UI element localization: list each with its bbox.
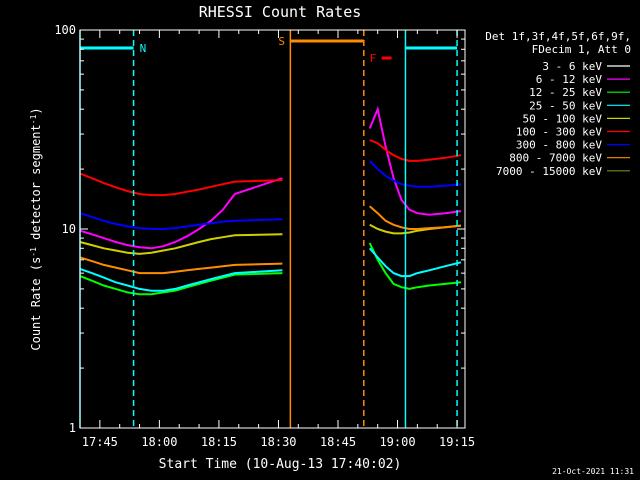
night-label: N (140, 42, 147, 55)
legend-label-0: 3 - 6 keV (542, 60, 602, 73)
y-tick-label: 100 (54, 23, 76, 37)
y-axis-label-part3: ) (29, 107, 43, 114)
y-axis-label-sup1: -1 (29, 247, 38, 257)
y-axis: 1 10 100 (54, 23, 465, 435)
legend-label-7: 800 - 7000 keV (509, 152, 602, 165)
y-axis-label-part1: Count Rate (s (29, 257, 43, 351)
legend-header-line2: FDecim 1, Att 0 (532, 43, 631, 56)
x-axis-label: Start Time (10-Aug-13 17:40:02) (159, 457, 402, 472)
annotation-layer: N S F (79, 30, 458, 428)
legend-label-5: 100 - 300 keV (516, 126, 602, 139)
legend-label-2: 12 - 25 keV (529, 86, 602, 99)
footer-date: 21-Oct-2021 11:31 (552, 467, 634, 476)
legend: Det 1f,3f,4f,5f,6f,9f, FDecim 1, Att 0 3… (485, 30, 631, 178)
legend-label-6: 300 - 800 keV (516, 139, 602, 152)
y-tick-label: 1 (69, 421, 76, 435)
x-axis: 17:45 18:00 18:15 18:30 18:45 19:00 19:15 (79, 30, 475, 449)
y-tick-label: 10 (62, 222, 76, 236)
flare-label: F (370, 52, 377, 65)
x-tick-label: 19:00 (379, 435, 415, 449)
x-tick-label: 19:15 (439, 435, 475, 449)
x-tick-label: 18:45 (320, 435, 356, 449)
x-tick-label: 17:45 (82, 435, 118, 449)
saa-label: S (278, 35, 285, 48)
y-axis-label-sup2: -1 (29, 114, 38, 124)
x-tick-label: 18:00 (141, 435, 177, 449)
x-tick-label: 18:30 (260, 435, 296, 449)
x-tick-label: 18:15 (201, 435, 237, 449)
legend-label-4: 50 - 100 keV (523, 112, 603, 125)
y-axis-label-part2: detector segment (29, 124, 43, 247)
legend-label-3: 25 - 50 keV (529, 99, 602, 112)
y-axis-label: Count Rate (s-1 detector segment-1) (29, 107, 44, 350)
legend-label-1: 6 - 12 keV (536, 73, 603, 86)
chart-title: RHESSI Count Rates (199, 3, 362, 21)
legend-label-8: 7000 - 15000 keV (496, 165, 602, 178)
legend-header-line1: Det 1f,3f,4f,5f,6f,9f, (485, 30, 631, 43)
